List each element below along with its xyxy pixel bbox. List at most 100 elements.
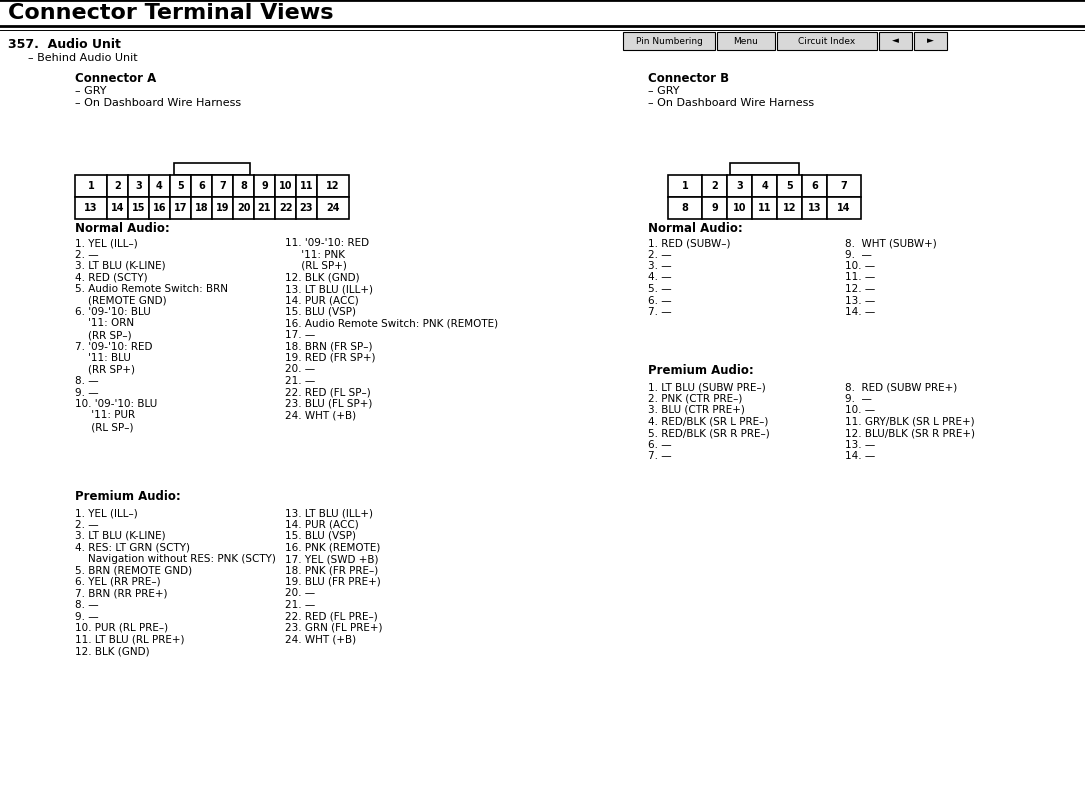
Text: – GRY: – GRY (75, 86, 106, 96)
Text: 24. WHT (+B): 24. WHT (+B) (285, 634, 356, 645)
Text: 2. —: 2. — (75, 250, 99, 259)
Bar (191, 197, 212, 219)
Text: 11: 11 (757, 203, 771, 213)
Text: 20: 20 (237, 203, 251, 213)
Text: (RR SP–): (RR SP–) (75, 330, 131, 340)
Text: 10: 10 (732, 203, 746, 213)
Bar (170, 175, 191, 197)
Bar (727, 175, 752, 197)
Text: 24: 24 (327, 203, 340, 213)
Text: (REMOTE GND): (REMOTE GND) (75, 296, 167, 305)
Text: Menu: Menu (733, 36, 758, 45)
Text: 9.  —: 9. — (845, 250, 872, 259)
Text: 24. WHT (+B): 24. WHT (+B) (285, 411, 356, 420)
Text: 9. —: 9. — (75, 388, 99, 397)
Text: 11. LT BLU (RL PRE+): 11. LT BLU (RL PRE+) (75, 634, 184, 645)
Text: 8.  RED (SUBW PRE+): 8. RED (SUBW PRE+) (845, 382, 957, 392)
Text: (RL SP+): (RL SP+) (285, 261, 347, 271)
Text: Premium Audio:: Premium Audio: (648, 363, 754, 377)
Text: 10. —: 10. — (845, 261, 876, 271)
Text: 6: 6 (812, 181, 818, 191)
Text: 12. BLU/BLK (SR R PRE+): 12. BLU/BLK (SR R PRE+) (845, 428, 975, 438)
Bar (128, 175, 149, 197)
Text: 22: 22 (279, 203, 292, 213)
Text: 13. LT BLU (ILL+): 13. LT BLU (ILL+) (285, 284, 373, 294)
Text: Connector B: Connector B (648, 72, 729, 86)
Text: 7. —: 7. — (648, 307, 672, 317)
Text: 11: 11 (299, 181, 314, 191)
Text: 4: 4 (761, 181, 768, 191)
Text: ►: ► (927, 36, 934, 45)
Text: 5: 5 (177, 181, 183, 191)
Text: 14. —: 14. — (845, 451, 876, 461)
Text: 20. —: 20. — (285, 365, 315, 374)
Bar (149, 197, 170, 219)
Text: 4: 4 (156, 181, 163, 191)
Text: 15. BLU (VSP): 15. BLU (VSP) (285, 531, 356, 541)
Text: 2. —: 2. — (648, 250, 672, 259)
Bar (233, 175, 254, 197)
Text: 16. Audio Remote Switch: PNK (REMOTE): 16. Audio Remote Switch: PNK (REMOTE) (285, 319, 498, 328)
Text: 9.  —: 9. — (845, 393, 872, 404)
Text: 14: 14 (838, 203, 851, 213)
Bar (623, 32, 715, 50)
Text: 7. —: 7. — (648, 451, 672, 461)
Bar (702, 175, 727, 197)
Text: 11. GRY/BLK (SR L PRE+): 11. GRY/BLK (SR L PRE+) (845, 416, 974, 427)
Text: Navigation without RES: PNK (SCTY): Navigation without RES: PNK (SCTY) (75, 554, 276, 564)
Text: 1. YEL (ILL–): 1. YEL (ILL–) (75, 508, 138, 518)
Text: 6: 6 (199, 181, 205, 191)
Text: '11: PNK: '11: PNK (285, 250, 345, 259)
Bar (275, 197, 296, 219)
Text: 7: 7 (219, 181, 226, 191)
Bar (296, 175, 317, 197)
Text: 11. '09-'10: RED: 11. '09-'10: RED (285, 238, 369, 248)
Bar (777, 175, 802, 197)
Text: Connector Terminal Views: Connector Terminal Views (8, 3, 333, 23)
Text: 18. BRN (FR SP–): 18. BRN (FR SP–) (285, 342, 372, 351)
Text: 3. LT BLU (K-LINE): 3. LT BLU (K-LINE) (75, 261, 166, 271)
Text: 2. PNK (CTR PRE–): 2. PNK (CTR PRE–) (648, 393, 742, 404)
Text: 10: 10 (279, 181, 292, 191)
Text: 6. —: 6. — (648, 296, 672, 305)
Text: 4. RED (SCTY): 4. RED (SCTY) (75, 273, 148, 282)
Text: 1. YEL (ILL–): 1. YEL (ILL–) (75, 238, 138, 248)
Bar (668, 175, 702, 197)
Bar (777, 197, 802, 219)
Text: 19: 19 (216, 203, 229, 213)
Text: (RR SP+): (RR SP+) (75, 365, 135, 374)
Bar (914, 32, 947, 50)
Text: 13. —: 13. — (845, 439, 876, 450)
Bar (212, 197, 233, 219)
Bar (107, 175, 128, 197)
Text: 8: 8 (240, 181, 247, 191)
Text: 21: 21 (258, 203, 271, 213)
Text: 17. —: 17. — (285, 330, 316, 340)
Text: ◄: ◄ (892, 36, 899, 45)
Text: – On Dashboard Wire Harness: – On Dashboard Wire Harness (648, 98, 814, 108)
Bar (827, 175, 861, 197)
Bar (777, 32, 877, 50)
Text: 5. BRN (REMOTE GND): 5. BRN (REMOTE GND) (75, 565, 192, 576)
Bar (879, 32, 912, 50)
Text: 2: 2 (114, 181, 120, 191)
Text: 17: 17 (174, 203, 188, 213)
Text: – Behind Audio Unit: – Behind Audio Unit (28, 53, 138, 63)
Text: 14: 14 (111, 203, 125, 213)
Text: 9: 9 (711, 203, 718, 213)
Text: 3: 3 (736, 181, 743, 191)
Bar (752, 175, 777, 197)
Bar (727, 197, 752, 219)
Text: 23. BLU (FL SP+): 23. BLU (FL SP+) (285, 399, 372, 409)
Bar (212, 175, 233, 197)
Bar (717, 32, 775, 50)
Text: 1. RED (SUBW–): 1. RED (SUBW–) (648, 238, 730, 248)
Bar (317, 197, 349, 219)
Text: 12: 12 (327, 181, 340, 191)
Text: 13. —: 13. — (845, 296, 876, 305)
Text: 19. BLU (FR PRE+): 19. BLU (FR PRE+) (285, 577, 381, 587)
Bar (233, 197, 254, 219)
Text: 357.  Audio Unit: 357. Audio Unit (8, 37, 120, 51)
Text: – On Dashboard Wire Harness: – On Dashboard Wire Harness (75, 98, 241, 108)
Text: 9: 9 (261, 181, 268, 191)
